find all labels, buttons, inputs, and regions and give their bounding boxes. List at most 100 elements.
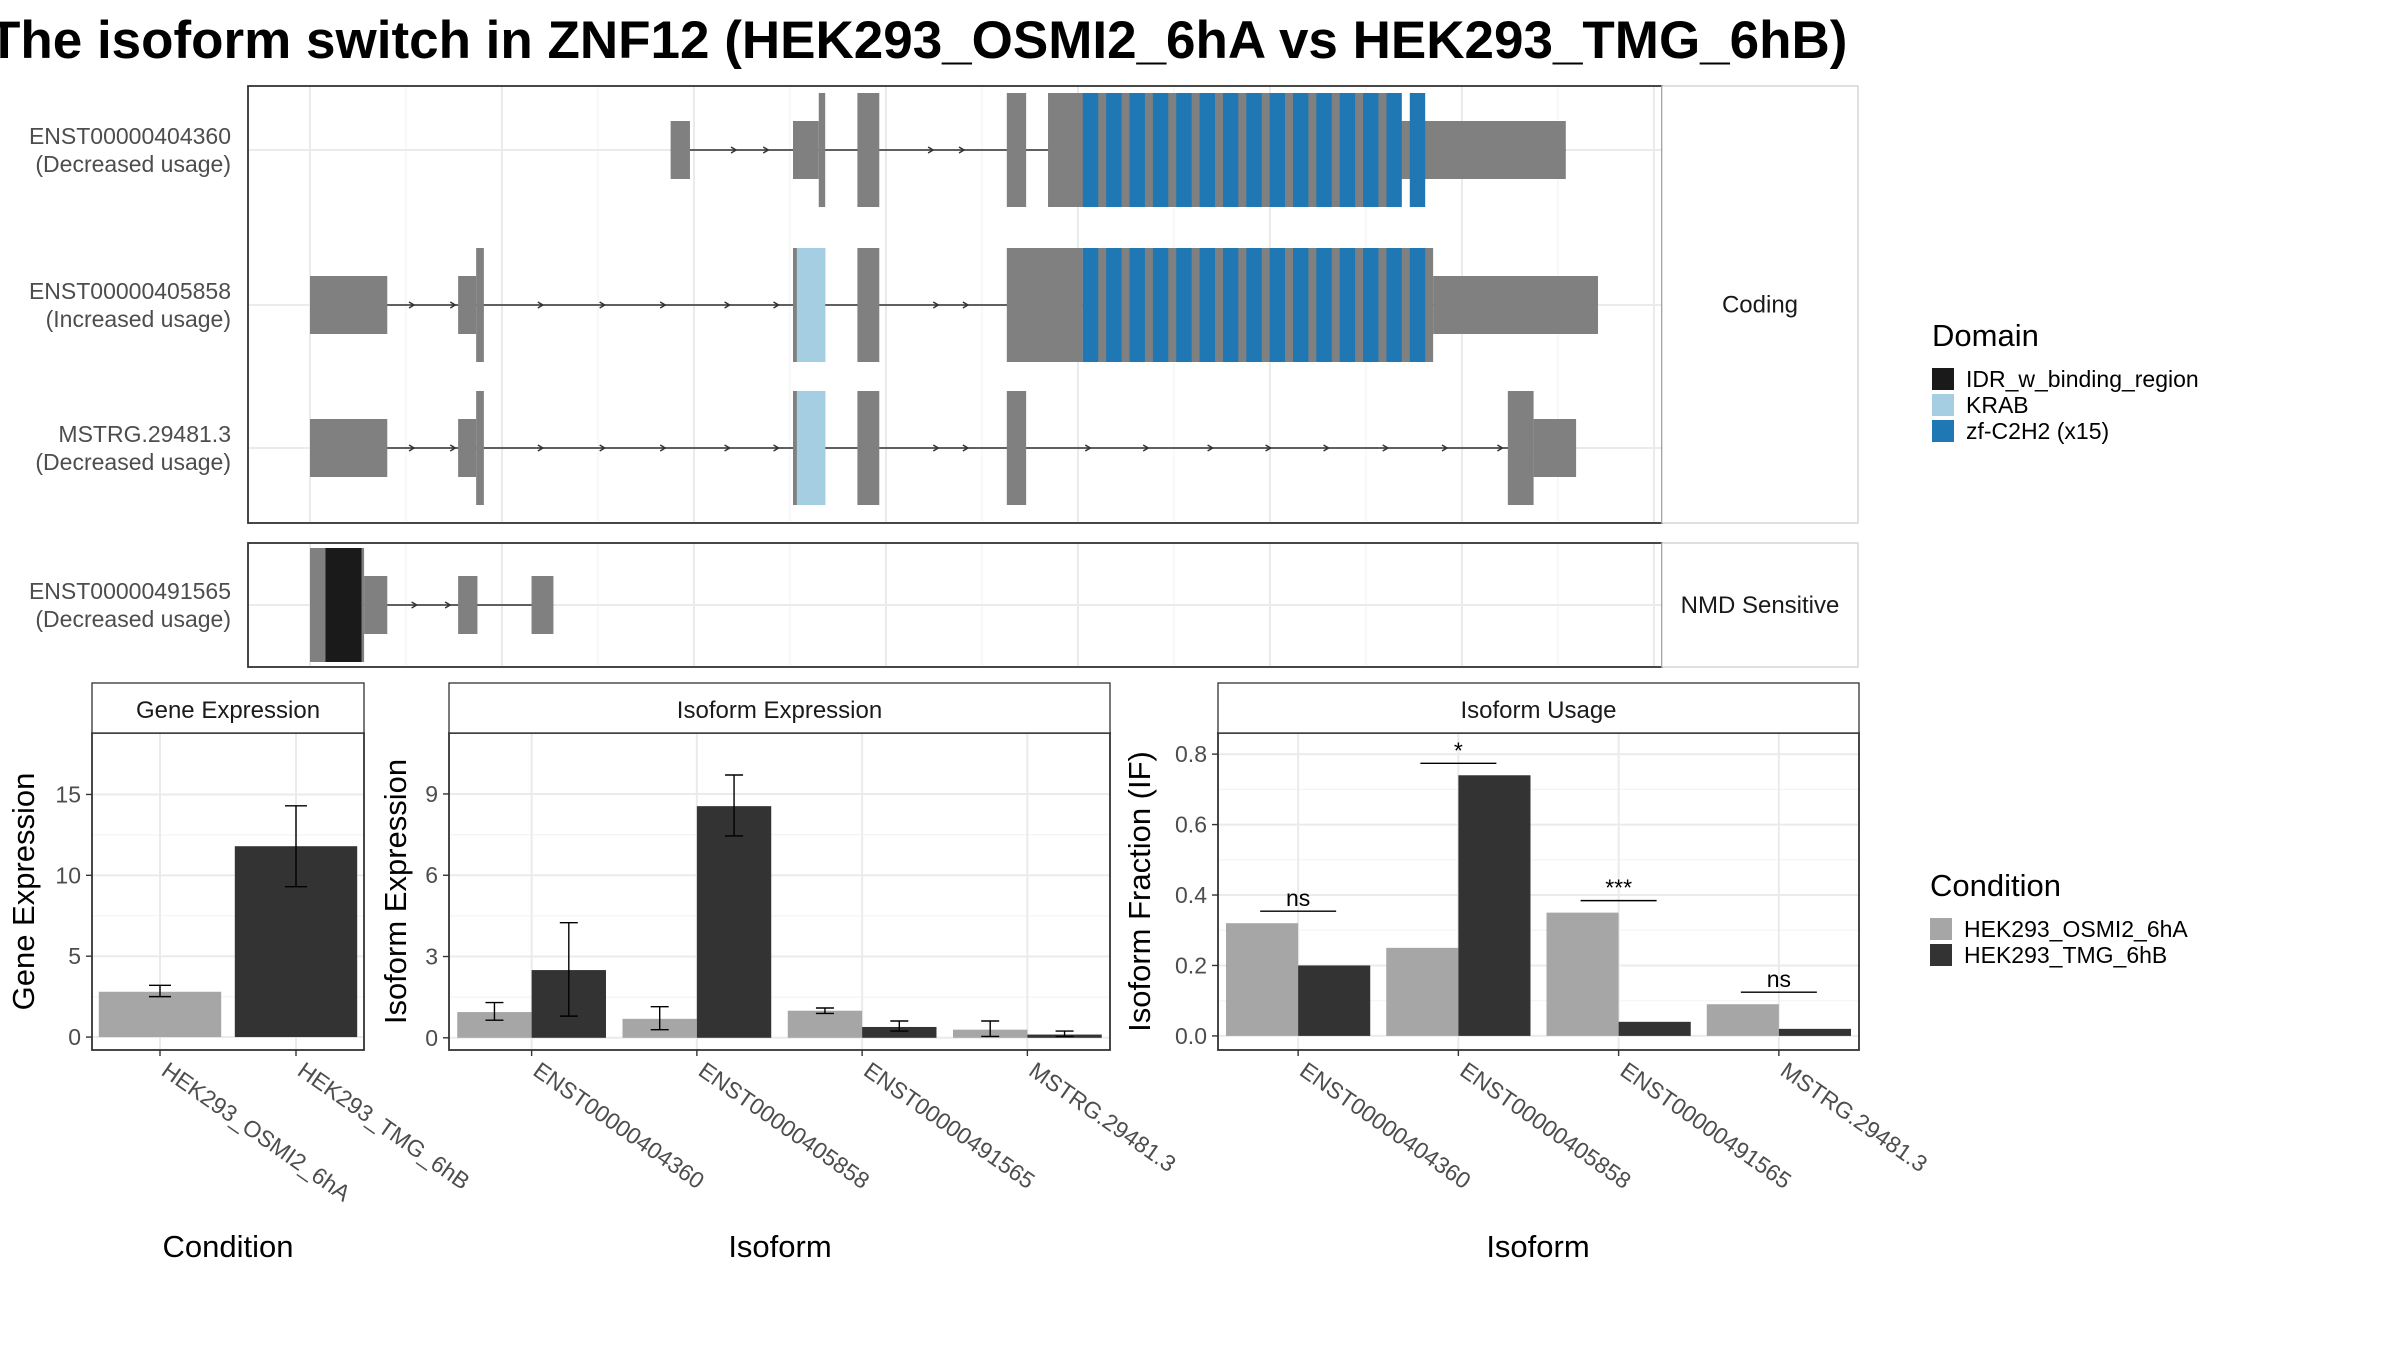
domain-segment [796, 391, 826, 505]
isoform-label: ENST00000405858 [29, 278, 231, 304]
exon [1048, 93, 1396, 207]
direction-arrow [724, 301, 732, 309]
exon [818, 93, 826, 207]
bar [787, 1010, 863, 1038]
domain-segment [1129, 93, 1145, 207]
significance-label: * [1454, 737, 1463, 763]
direction-arrow [659, 444, 667, 452]
domain-segment [1152, 93, 1169, 207]
condition-legend-title: Condition [1930, 868, 2061, 903]
error-bar [815, 1007, 834, 1015]
y-tick-label: 0.4 [1175, 882, 1207, 908]
direction-arrow [1265, 444, 1273, 452]
significance-label: ns [1286, 885, 1310, 911]
bar [1386, 947, 1459, 1036]
error-bar [1055, 1030, 1074, 1038]
isoform-track [310, 248, 1598, 362]
direction-arrow [599, 301, 607, 309]
domain-segment [1293, 93, 1309, 207]
direction-arrow [958, 146, 966, 154]
bar [1458, 775, 1531, 1036]
facet-strip [1661, 542, 1859, 668]
direction-arrow [537, 444, 545, 452]
exon [476, 248, 484, 362]
isoform-track [310, 391, 1577, 505]
exon [1507, 391, 1534, 505]
condition-legend-label: HEK293_TMG_6hB [1964, 942, 2167, 968]
direction-arrow [724, 444, 732, 452]
direction-arrow [408, 444, 416, 452]
significance-annotation: ns [1260, 885, 1337, 912]
domain-segment [1199, 248, 1215, 362]
bar [1546, 912, 1619, 1036]
direction-arrow [773, 301, 781, 309]
isoform-label: (Increased usage) [46, 306, 231, 332]
exon [857, 248, 880, 362]
isoform-structure-plot: ENST00000404360(Decreased usage)ENST0000… [29, 85, 1859, 668]
condition-legend-key [1930, 918, 1952, 940]
domain-segment [1386, 248, 1402, 362]
domain-segment [1222, 93, 1239, 207]
exon [531, 576, 554, 634]
x-tick-label: ENST00000404360 [529, 1057, 709, 1194]
y-axis-title: Isoform Fraction (IF) [1122, 751, 1157, 1032]
direction-arrow [962, 301, 970, 309]
domain-segment [325, 548, 362, 662]
domain-segment [1082, 248, 1099, 362]
domain-segment [1409, 93, 1426, 207]
y-tick-label: 10 [55, 862, 81, 888]
direction-arrow [762, 146, 770, 154]
exon [310, 548, 326, 662]
expression-panels: Gene Expression051015HEK293_OSMI2_6hAHEK… [6, 682, 1932, 1264]
y-tick-label: 3 [425, 944, 438, 970]
structure-panel-nmd-sensitive: ENST00000491565(Decreased usage) NMD Sens… [29, 542, 1859, 668]
x-tick-label: ENST00000491565 [1616, 1057, 1796, 1194]
condition-legend-key [1930, 944, 1952, 966]
isoform-label: MSTRG.29481.3 [58, 421, 231, 447]
direction-arrow [927, 146, 935, 154]
exon [458, 419, 477, 477]
direction-arrow [1441, 444, 1449, 452]
direction-arrow [1323, 444, 1330, 452]
y-tick-label: 0.0 [1175, 1023, 1207, 1049]
facet-strip-label: Isoform Usage [1460, 697, 1616, 724]
facet-strip-label: Gene Expression [136, 697, 320, 724]
direction-arrow [599, 444, 607, 452]
significance-annotation: * [1420, 737, 1497, 764]
domain-legend-title: Domain [1932, 318, 2039, 353]
domain-segment [1363, 248, 1379, 362]
domain-legend-label: zf-C2H2 (x15) [1966, 418, 2109, 444]
y-tick-label: 0.8 [1175, 741, 1207, 767]
domain-segment [1409, 248, 1426, 362]
structure-panel-coding: ENST00000404360(Decreased usage)ENST0000… [29, 85, 1859, 524]
domain-legend-label: IDR_w_binding_region [1966, 366, 2199, 392]
domain-segment [1269, 248, 1286, 362]
exon [670, 121, 690, 179]
figure-title: The isoform switch in ZNF12 (HEK293_OSMI… [0, 11, 1847, 70]
domain-segment [1269, 93, 1286, 207]
isoform-label: (Decreased usage) [35, 151, 231, 177]
domain-segment [1222, 248, 1239, 362]
condition-legend-label: HEK293_OSMI2_6hA [1964, 916, 2188, 942]
bar [1778, 1028, 1851, 1036]
domain-segment [1082, 93, 1099, 207]
x-tick-label: MSTRG.29481.3 [1025, 1057, 1181, 1177]
isoform-track [310, 548, 554, 662]
direction-arrow [932, 301, 940, 309]
exon [310, 419, 388, 477]
domain-legend-key [1932, 368, 1954, 390]
domain-segment [1339, 93, 1356, 207]
significance-annotation: ns [1740, 966, 1817, 993]
domain-segment [1176, 93, 1192, 207]
y-axis-title: Isoform Expression [378, 759, 413, 1024]
x-tick-label: MSTRG.29481.3 [1776, 1057, 1932, 1177]
error-bar [981, 1020, 1000, 1038]
x-axis-title: Condition [163, 1229, 294, 1264]
x-tick-label: ENST00000405858 [694, 1057, 874, 1194]
bar [696, 806, 772, 1038]
domain-segment [1316, 93, 1332, 207]
significance-annotation: *** [1580, 875, 1657, 902]
error-bar [485, 1001, 504, 1021]
domain-segment [796, 248, 826, 362]
